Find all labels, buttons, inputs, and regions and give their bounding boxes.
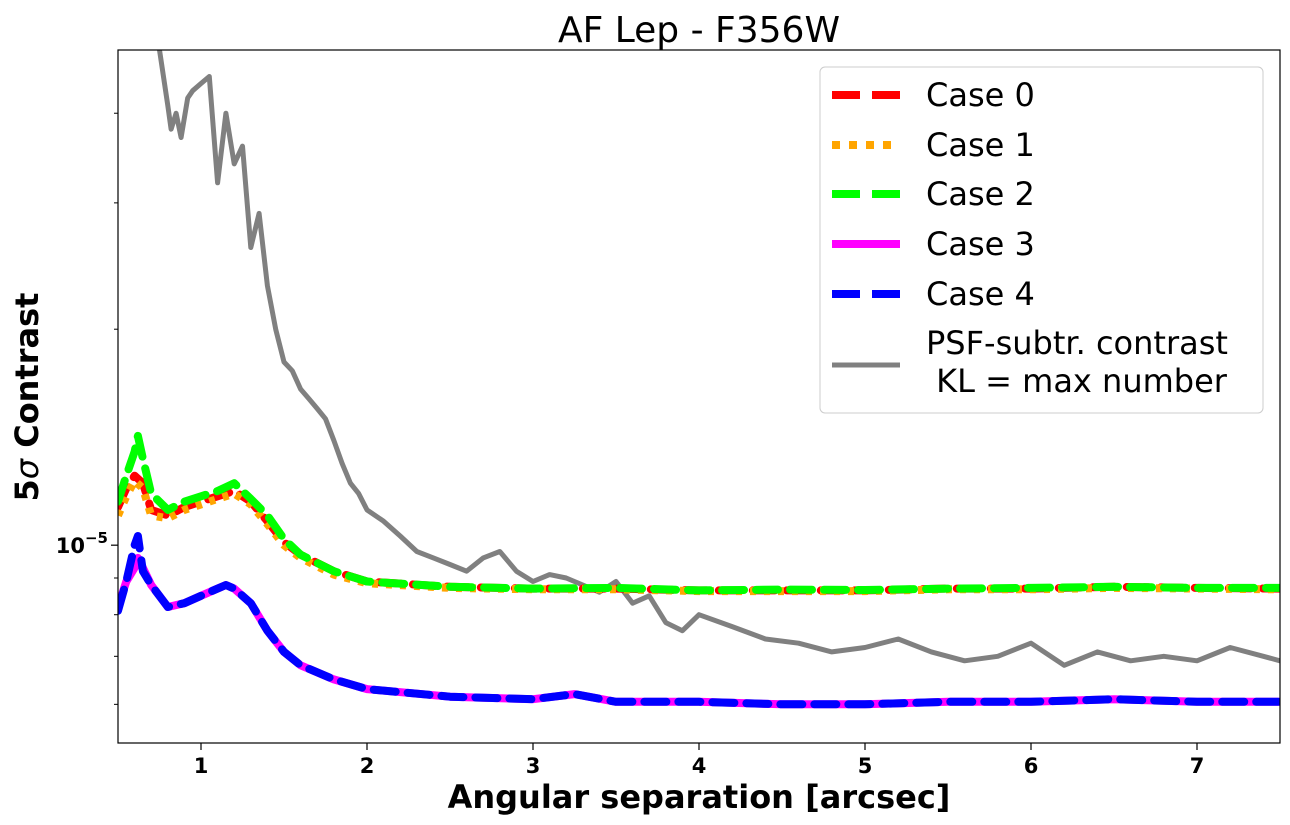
x-tick-label: 4 <box>692 754 707 778</box>
series-line-case-2 <box>118 431 1280 595</box>
x-tick-label: 7 <box>1190 754 1205 778</box>
y-axis-label-sigma: σ <box>8 457 46 479</box>
x-tick-label: 5 <box>858 754 873 778</box>
legend-frame <box>819 66 1264 414</box>
x-tick-label: 6 <box>1024 754 1039 778</box>
series-line-case-4 <box>118 532 1280 709</box>
x-axis-ticks: 1 2 3 4 5 6 7 <box>194 743 1205 778</box>
x-tick-label: 1 <box>194 754 209 778</box>
y-axis-label-prefix: 5 <box>8 479 46 501</box>
chart-title: AF Lep - F356W <box>558 10 840 51</box>
legend-label-case-1: Case 1 <box>926 126 1035 164</box>
y-axis-label-suffix: Contrast <box>8 293 46 459</box>
series-line-psf-subtr-contrast <box>157 50 1280 668</box>
legend-label-case-4: Case 4 <box>926 275 1035 313</box>
legend-label-case-2: Case 2 <box>926 175 1035 213</box>
series-layer <box>118 50 1280 709</box>
series-line-case-0 <box>118 471 1280 595</box>
legend-label-case-0: Case 0 <box>926 76 1035 114</box>
x-tick-label: 2 <box>360 754 375 778</box>
x-axis-label: Angular separation [arcsec] <box>448 778 951 816</box>
legend-label-case-3: Case 3 <box>926 225 1035 263</box>
legend-entries: Case 0 Case 1 Case 2 Case 3 Case 4 PSF-subtr.… <box>832 76 1228 400</box>
y-axis-label: 5σ Contrast <box>8 293 46 502</box>
series-line-case-1 <box>118 476 1280 596</box>
series-line-case-3 <box>118 553 1280 709</box>
x-tick-label: 3 <box>526 754 541 778</box>
legend: Case 0 Case 1 Case 2 Case 3 Case 4 PSF-subtr.… <box>819 66 1264 414</box>
y-tick-label: 10−5 <box>56 529 108 558</box>
legend-label-psf-subtr-contrast: PSF-subtr. contrast KL = max number <box>926 324 1228 400</box>
y-axis-ticks: 10−5 <box>56 112 118 705</box>
